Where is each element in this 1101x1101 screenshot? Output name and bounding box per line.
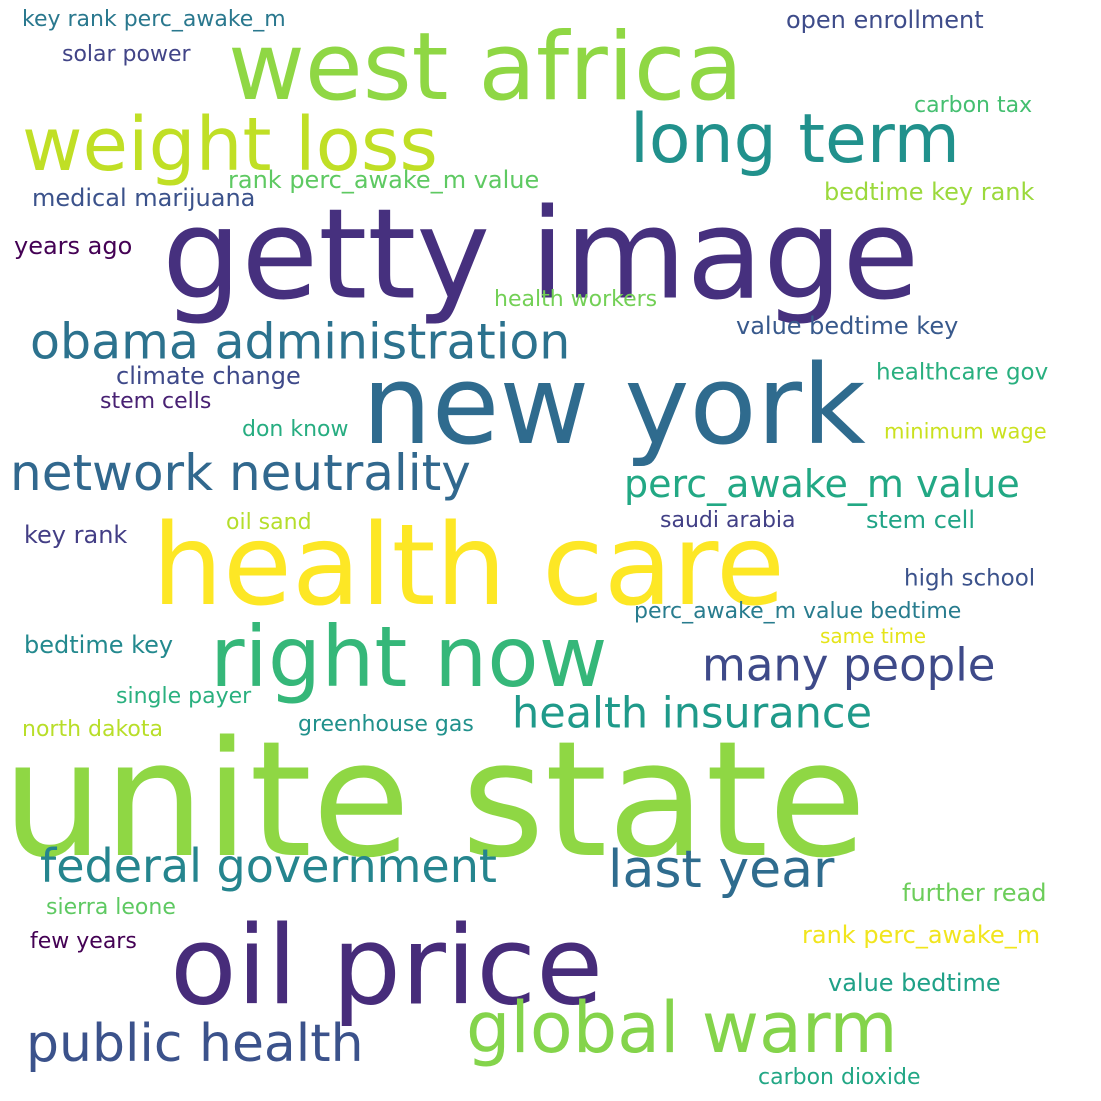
word: key rank perc_awake_m — [22, 7, 286, 32]
word: minimum wage — [884, 419, 1047, 444]
word: obama administration — [30, 313, 571, 371]
word: perc_awake_m value bedtime — [634, 599, 962, 624]
word: medical marijuana — [32, 184, 256, 212]
word: climate change — [116, 362, 301, 390]
word: north dakota — [22, 717, 163, 742]
word: health care — [152, 501, 785, 631]
word: bedtime key rank — [824, 178, 1035, 206]
word: don know — [242, 417, 349, 442]
word: further read — [902, 879, 1047, 907]
word: getty image — [162, 182, 920, 328]
word: years ago — [14, 232, 133, 260]
word: rank perc_awake_m — [802, 921, 1041, 949]
word: few years — [30, 929, 137, 954]
word: high school — [904, 565, 1036, 592]
word: healthcare gov — [876, 359, 1049, 386]
word: health workers — [494, 287, 658, 312]
word: public health — [26, 1014, 364, 1074]
word: open enrollment — [786, 6, 984, 34]
word: carbon dioxide — [758, 1065, 921, 1090]
word: network neutrality — [10, 444, 471, 502]
word: perc_awake_m value — [624, 462, 1020, 506]
word: oil sand — [226, 510, 312, 535]
word: saudi arabia — [660, 508, 796, 533]
word: many people — [702, 638, 996, 692]
word: long term — [630, 100, 960, 179]
word: key rank — [24, 521, 128, 549]
word: federal government — [40, 839, 497, 893]
word: greenhouse gas — [298, 712, 474, 737]
word: stem cells — [100, 389, 212, 414]
word: global warm — [466, 987, 898, 1069]
word: solar power — [62, 42, 191, 67]
word: carbon tax — [914, 93, 1033, 118]
word: weight loss — [22, 102, 438, 188]
word: rank perc_awake_m value — [228, 166, 540, 194]
word: new york — [362, 341, 866, 469]
word: single payer — [116, 684, 252, 709]
word: health insurance — [512, 688, 873, 739]
word: same time — [820, 624, 927, 648]
word: oil price — [170, 902, 604, 1030]
word: unite state — [2, 706, 867, 893]
word: value bedtime — [828, 969, 1001, 997]
word: last year — [608, 840, 835, 900]
word: value bedtime key — [736, 312, 959, 340]
word: right now — [210, 608, 608, 706]
word: west africa — [228, 13, 744, 122]
word: sierra leone — [46, 895, 176, 920]
word: bedtime key — [24, 631, 174, 659]
word: stem cell — [866, 506, 975, 534]
